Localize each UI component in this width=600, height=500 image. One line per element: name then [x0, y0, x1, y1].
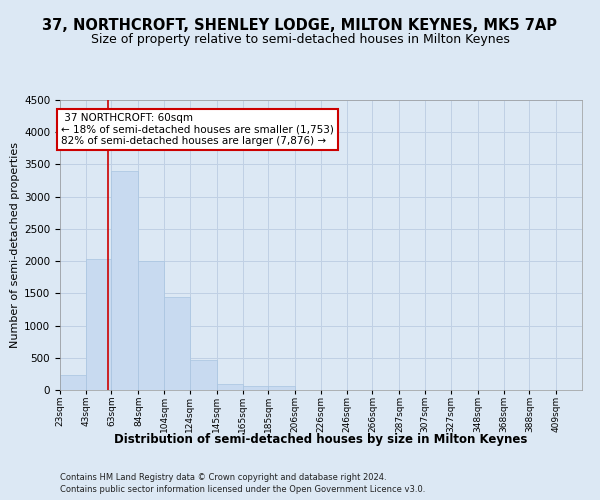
Text: Distribution of semi-detached houses by size in Milton Keynes: Distribution of semi-detached houses by …	[115, 432, 527, 446]
Bar	[242, 386, 268, 390]
Bar	[164, 296, 190, 390]
Bar	[139, 261, 164, 390]
Bar	[268, 386, 295, 390]
Y-axis label: Number of semi-detached properties: Number of semi-detached properties	[10, 142, 20, 348]
Text: 37 NORTHCROFT: 60sqm
← 18% of semi-detached houses are smaller (1,753)
82% of se: 37 NORTHCROFT: 60sqm ← 18% of semi-detac…	[61, 113, 334, 146]
Bar	[112, 171, 139, 390]
Text: Contains public sector information licensed under the Open Government Licence v3: Contains public sector information licen…	[60, 485, 425, 494]
Text: Size of property relative to semi-detached houses in Milton Keynes: Size of property relative to semi-detach…	[91, 32, 509, 46]
Text: 37, NORTHCROFT, SHENLEY LODGE, MILTON KEYNES, MK5 7AP: 37, NORTHCROFT, SHENLEY LODGE, MILTON KE…	[43, 18, 557, 32]
Bar	[86, 259, 112, 390]
Bar	[217, 384, 242, 390]
Bar	[60, 375, 86, 390]
Bar	[190, 360, 217, 390]
Text: Contains HM Land Registry data © Crown copyright and database right 2024.: Contains HM Land Registry data © Crown c…	[60, 472, 386, 482]
